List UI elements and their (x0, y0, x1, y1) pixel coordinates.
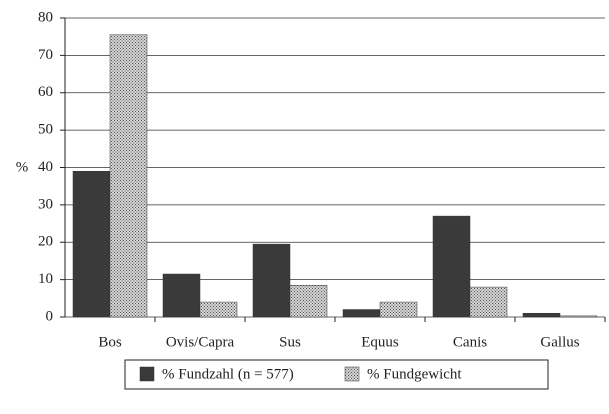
bar (289, 284, 328, 318)
y-tick-label: 70 (38, 47, 53, 63)
bar (199, 301, 238, 318)
x-tick-label: Ovis/Capra (166, 334, 235, 350)
y-tick-label: 40 (38, 159, 53, 175)
bar (252, 243, 291, 318)
y-tick-label: 50 (38, 122, 53, 138)
legend-label: % Fundgewicht (367, 366, 462, 382)
x-tick-label: Bos (98, 334, 122, 350)
x-tick-label: Sus (279, 334, 301, 350)
bar (559, 315, 598, 318)
legend-swatch (139, 366, 155, 382)
y-tick-label: 0 (46, 308, 54, 324)
legend-label: % Fundzahl (n = 577) (162, 366, 294, 382)
bar (432, 215, 471, 318)
legend-box (124, 359, 549, 390)
bar (342, 309, 381, 318)
x-tick-label: Equus (361, 334, 399, 350)
legend-swatch (344, 366, 360, 382)
bar (109, 34, 148, 318)
y-tick-label: 80 (38, 9, 53, 25)
bar (162, 273, 201, 318)
bar (72, 170, 111, 318)
y-axis-label: % (16, 159, 29, 175)
x-tick-label: Gallus (540, 334, 579, 350)
y-tick-label: 20 (38, 234, 53, 250)
y-tick-label: 30 (38, 196, 53, 212)
x-tick-label: Canis (453, 334, 487, 350)
y-tick-label: 60 (38, 84, 53, 100)
bar (522, 313, 561, 318)
bar (379, 301, 418, 318)
bar (469, 286, 508, 318)
y-tick-label: 10 (38, 271, 53, 287)
